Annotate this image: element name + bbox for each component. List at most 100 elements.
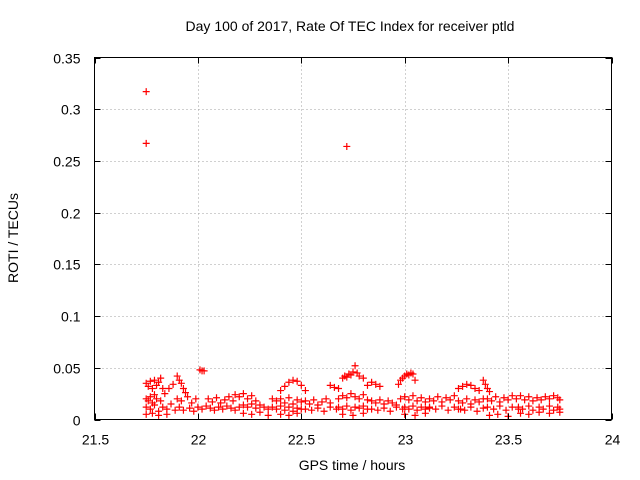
data-point — [529, 397, 537, 405]
data-point — [401, 393, 409, 401]
data-point — [239, 409, 247, 417]
data-point — [181, 389, 189, 397]
data-point — [188, 399, 196, 407]
data-point — [467, 381, 475, 389]
x-tick-label: 24 — [605, 432, 621, 448]
data-point — [475, 387, 483, 395]
data-point — [268, 395, 276, 403]
data-point — [148, 409, 156, 417]
data-point — [417, 403, 425, 411]
data-point — [494, 410, 502, 418]
data-point — [301, 405, 309, 413]
data-point — [293, 396, 301, 404]
data-point — [179, 384, 187, 392]
data-point — [252, 404, 260, 412]
data-point — [368, 405, 376, 413]
data-point — [529, 406, 537, 414]
data-point — [144, 397, 152, 405]
data-point — [479, 376, 487, 384]
data-point — [347, 406, 355, 414]
data-point — [545, 395, 553, 403]
data-point — [314, 404, 322, 412]
data-point — [473, 407, 481, 415]
data-point — [496, 402, 504, 410]
data-point — [204, 395, 212, 403]
data-point — [177, 397, 185, 405]
data-point — [285, 403, 293, 411]
data-point — [541, 393, 549, 401]
chart-title: Day 100 of 2017, Rate Of TEC Index for r… — [186, 18, 515, 34]
data-point — [475, 398, 483, 406]
data-point — [421, 409, 429, 417]
data-point — [401, 403, 409, 411]
data-point — [519, 405, 527, 413]
data-point — [394, 380, 402, 388]
data-point — [368, 378, 376, 386]
data-point — [146, 377, 154, 385]
data-point — [392, 403, 400, 411]
data-point — [235, 403, 243, 411]
data-point — [426, 403, 434, 411]
x-axis-label: GPS time / hours — [299, 457, 406, 473]
x-tick-label: 21.5 — [82, 432, 109, 448]
data-point — [349, 411, 357, 419]
data-point — [213, 394, 221, 402]
data-point — [411, 376, 419, 384]
data-point — [521, 396, 529, 404]
y-tick-label: 0.05 — [53, 361, 80, 377]
data-point — [347, 390, 355, 398]
data-point — [281, 382, 289, 390]
data-point — [277, 387, 285, 395]
data-point — [186, 404, 194, 412]
data-point — [235, 393, 243, 401]
data-point — [545, 409, 553, 417]
data-point — [374, 406, 382, 414]
data-point — [190, 407, 198, 415]
data-point — [525, 393, 533, 401]
data-point — [208, 398, 216, 406]
x-tick-label: 22 — [191, 432, 207, 448]
data-point — [330, 383, 338, 391]
data-point — [376, 396, 384, 404]
data-point — [142, 139, 150, 147]
data-point — [479, 404, 487, 412]
data-point — [556, 408, 564, 416]
data-point — [421, 398, 429, 406]
plot-frame — [94, 57, 612, 420]
data-point — [285, 378, 293, 386]
data-point — [512, 395, 520, 403]
data-point — [488, 397, 496, 405]
data-point — [173, 395, 181, 403]
data-point — [401, 410, 409, 418]
data-point — [142, 410, 150, 418]
data-point — [150, 401, 158, 409]
data-point — [248, 400, 256, 408]
data-point — [351, 393, 359, 401]
data-point — [485, 411, 493, 419]
data-point — [256, 408, 264, 416]
data-point — [252, 397, 260, 405]
data-point — [376, 382, 384, 390]
data-point — [277, 402, 285, 410]
data-point — [459, 399, 467, 407]
data-point — [411, 411, 419, 419]
data-point — [285, 411, 293, 419]
data-point — [413, 397, 421, 405]
data-point — [225, 393, 233, 401]
data-point — [335, 403, 343, 411]
data-point — [454, 384, 462, 392]
data-point — [322, 395, 330, 403]
data-point — [446, 396, 454, 404]
data-point — [169, 380, 177, 388]
data-point — [171, 406, 179, 414]
data-point — [202, 402, 210, 410]
data-point — [155, 411, 163, 419]
data-point — [359, 374, 367, 382]
data-point — [380, 404, 388, 412]
data-point — [239, 390, 247, 398]
data-point — [514, 403, 522, 411]
data-point — [537, 396, 545, 404]
data-point — [206, 404, 214, 412]
data-point — [368, 397, 376, 405]
